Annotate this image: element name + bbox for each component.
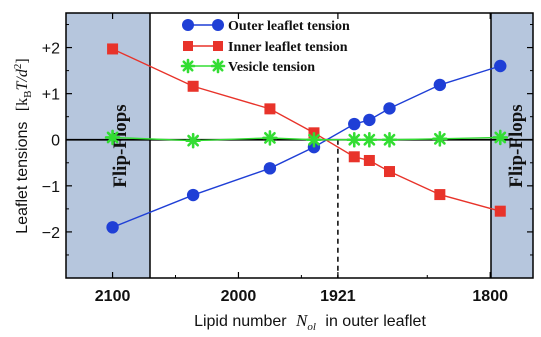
- legend: Outer leaflet tension Inner leaflet tens…: [180, 19, 350, 75]
- flip-flop-region-left: [66, 13, 150, 278]
- vesicle-point: [210, 58, 226, 74]
- vesicle-point: [306, 131, 322, 148]
- y-tick-labels: +2 +1 0 −1 −2: [42, 41, 60, 242]
- outer-tension-point: [186, 188, 200, 202]
- y-tick-label: 0: [51, 133, 60, 150]
- y-tick-label: −1: [42, 179, 60, 196]
- inner-tension-point: [107, 43, 119, 55]
- y-tick-label: +2: [42, 41, 60, 58]
- vesicle-point: [432, 131, 448, 147]
- legend-label-inner: Inner leaflet tension: [228, 40, 348, 55]
- outer-tension-point: [106, 221, 119, 234]
- x-tick-label: 1921: [320, 288, 356, 305]
- x-tick-label: 2000: [221, 288, 257, 305]
- vesicle-point: [381, 131, 398, 148]
- flip-flop-region-right: [491, 13, 533, 278]
- flip-flop-label-right: Flip-Flops: [506, 104, 527, 187]
- x-tick-label: 2100: [95, 288, 131, 305]
- vesicle-point: [361, 131, 378, 148]
- y-tick-label: −2: [42, 225, 60, 242]
- inner-tension-point: [363, 154, 375, 166]
- inner-tension-point: [494, 205, 506, 217]
- vesicle-point: [262, 130, 278, 146]
- vesicle-point: [185, 132, 201, 149]
- outer-tension-point: [363, 113, 376, 127]
- legend-item-outer: Outer leaflet tension: [182, 19, 350, 34]
- series-layer: [104, 43, 509, 234]
- inner-tension-point: [434, 189, 446, 201]
- x-tick-labels: 2100 2000 1921 1800: [95, 288, 508, 305]
- y-axis-label: Leaflet tensions [kBT/d2]: [12, 58, 34, 233]
- legend-item-vesicle: Vesicle tension: [180, 58, 315, 75]
- legend-label-vesicle: Vesicle tension: [228, 60, 315, 75]
- y-tick-label: +1: [42, 87, 60, 104]
- vesicle-point: [180, 58, 196, 74]
- flip-flop-label-left: Flip-Flops: [110, 104, 131, 187]
- inner-tension-point: [384, 166, 396, 178]
- outer-tension-point: [263, 162, 277, 175]
- inner-tension-point: [264, 103, 276, 115]
- vesicle-point: [346, 131, 363, 148]
- outer-tension-point: [383, 102, 396, 115]
- x-tick-label: 1800: [472, 288, 508, 305]
- legend-label-outer: Outer leaflet tension: [228, 19, 350, 34]
- vesicle-point: [492, 129, 509, 146]
- inner-tension-point: [187, 80, 199, 92]
- outer-tension-point: [494, 59, 507, 73]
- vesicle-point: [104, 129, 121, 146]
- x-axis-label: Lipid number Nol in outer leaflet: [194, 311, 426, 334]
- outer-tension-point: [348, 117, 361, 131]
- legend-item-inner: Inner leaflet tension: [183, 40, 348, 55]
- outer-tension-point: [433, 78, 447, 92]
- inner-tension-point: [348, 151, 360, 163]
- plot-frame: [65, 12, 534, 279]
